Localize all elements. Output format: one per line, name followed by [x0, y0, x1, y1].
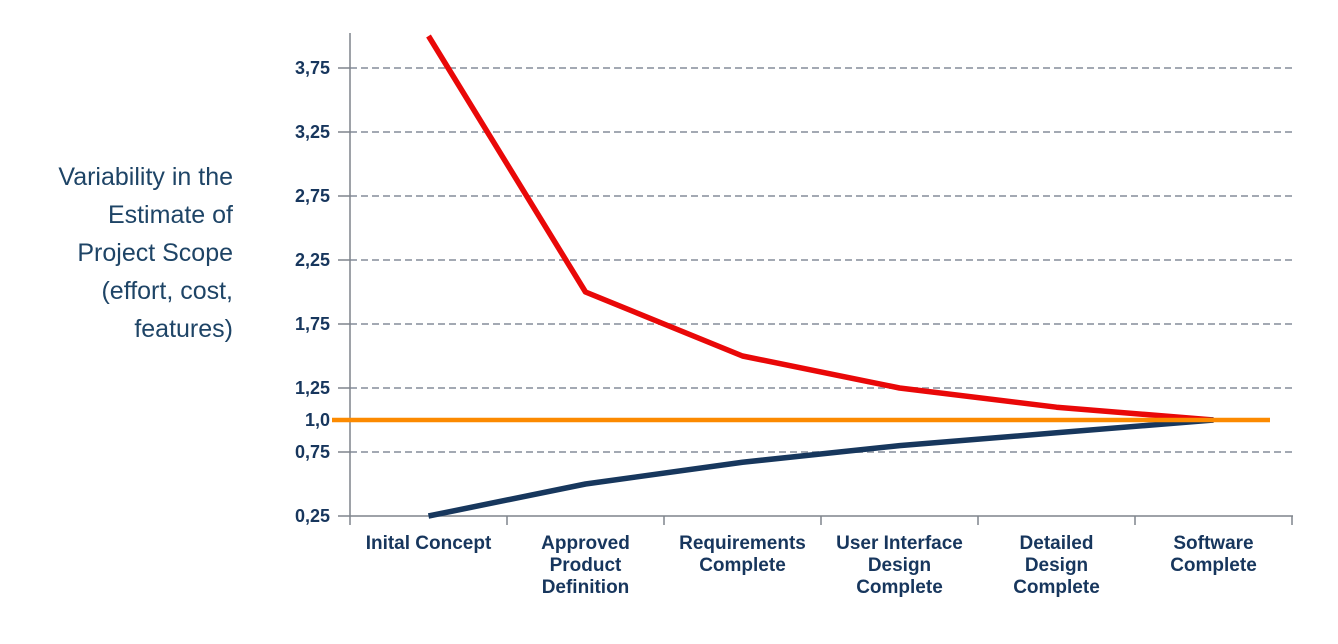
x-category-label: Detailed Design Complete — [1013, 533, 1100, 598]
x-category-label-line: User Interface — [836, 533, 963, 554]
upper-estimate-line — [426, 34, 1214, 423]
x-category-label-line: Design — [868, 555, 931, 576]
y-tick-label: 2,75 — [295, 186, 330, 206]
lower-estimate-line — [427, 417, 1214, 519]
y-tick-label: 2,25 — [295, 250, 330, 270]
x-category-label: Software Complete — [1170, 533, 1257, 576]
x-category-label-line: Complete — [1013, 577, 1100, 598]
y-tick-label: 1,25 — [295, 378, 330, 398]
y-tick-label: 1,0 — [305, 410, 330, 430]
x-category-label: Inital Concept — [366, 533, 492, 554]
y-tick-label: 1,75 — [295, 314, 330, 334]
y-tick-label: 3,25 — [295, 122, 330, 142]
x-category-label-line: Definition — [542, 577, 630, 598]
x-category-label-line: Inital Concept — [366, 533, 492, 554]
y-axis-title: Variability in the Estimate of Project S… — [58, 163, 233, 343]
x-category-label: Requirements Complete — [679, 533, 806, 576]
y-tick-label: 0,75 — [295, 442, 330, 462]
y-tick-label: 0,25 — [295, 506, 330, 526]
x-category-label-line: Complete — [1170, 555, 1257, 576]
x-category-label: Approved Product Definition — [541, 533, 630, 598]
x-category-label-line: Product — [550, 555, 622, 576]
y-tick-label: 3,75 — [295, 58, 330, 78]
x-category-label-line: Requirements — [679, 533, 806, 554]
x-category-label: User Interface Design Complete — [836, 533, 963, 598]
x-category-label-line: Complete — [699, 555, 786, 576]
x-category-label-line: Design — [1025, 555, 1088, 576]
x-category-label-line: Software — [1173, 533, 1253, 554]
x-category-label-line: Approved — [541, 533, 630, 554]
x-category-label-line: Detailed — [1020, 533, 1094, 554]
x-category-label-line: Complete — [856, 577, 943, 598]
